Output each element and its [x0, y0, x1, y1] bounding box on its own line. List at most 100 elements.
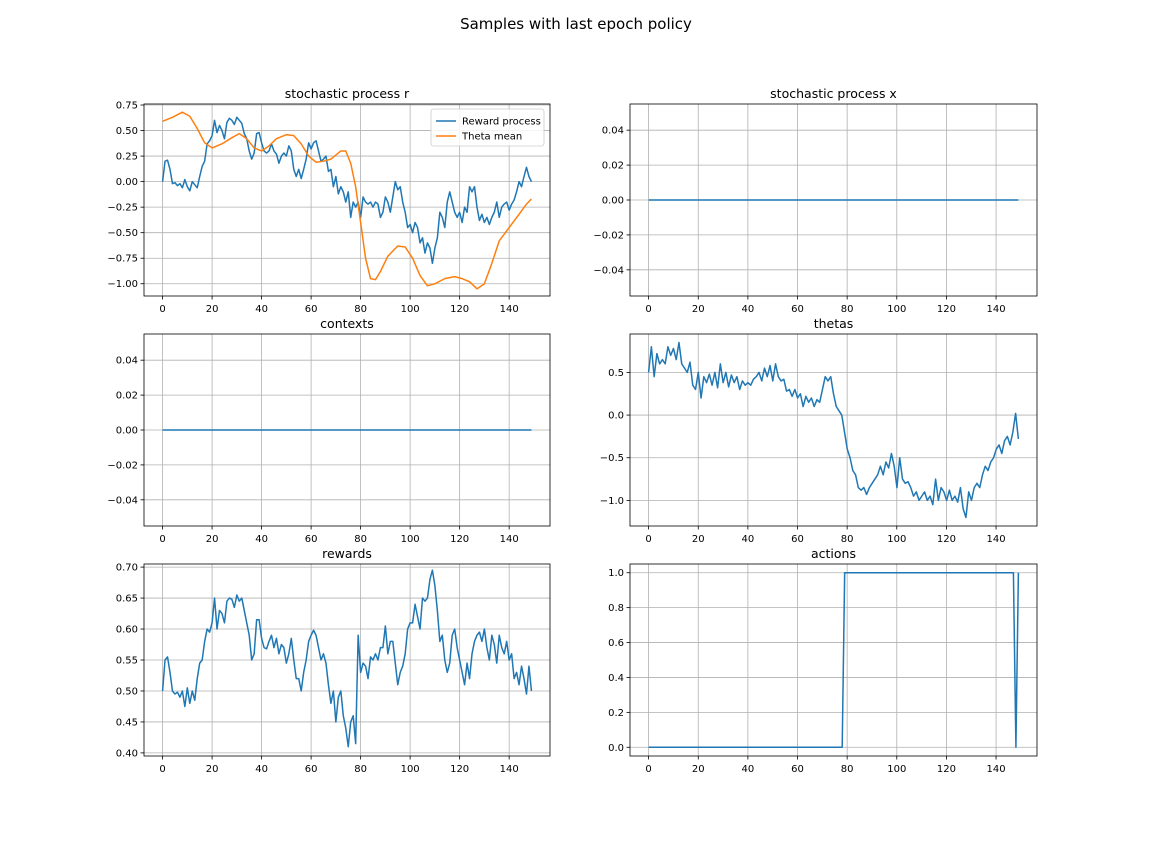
- series-line-1: [647, 341, 1020, 519]
- x-tick-label: 20: [206, 764, 219, 775]
- legend-label: Theta mean: [461, 132, 522, 143]
- y-tick-label: −0.25: [107, 203, 138, 214]
- y-tick-label: 0.02: [116, 391, 138, 402]
- x-tick-label: 20: [206, 304, 219, 315]
- axes-frame: [629, 563, 1038, 757]
- x-tick-label: 20: [692, 764, 705, 775]
- x-tick-label: 100: [401, 764, 420, 775]
- y-tick-label: 0.04: [602, 126, 624, 137]
- y-tick-label: 0.65: [116, 594, 138, 605]
- x-tick-label: 100: [887, 304, 906, 315]
- y-tick-label: −1.00: [107, 279, 138, 290]
- y-tick-label: 0.2: [608, 708, 624, 719]
- y-tick-label: 0.04: [116, 356, 138, 367]
- y-tick-label: 0.02: [602, 161, 624, 172]
- subplot-title: stochastic process x: [770, 86, 897, 101]
- y-tick-label: 0.70: [116, 563, 138, 574]
- y-tick-label: −1.0: [600, 496, 624, 507]
- x-tick-label: 40: [255, 534, 268, 545]
- y-tick-label: −0.04: [107, 495, 138, 506]
- y-tick-label: 0.45: [116, 717, 138, 728]
- subplot-title: stochastic process r: [285, 86, 410, 101]
- y-tick-label: −0.02: [593, 230, 624, 241]
- y-tick-label: 0.60: [116, 625, 138, 636]
- x-tick-label: 140: [500, 534, 519, 545]
- x-tick-label: 40: [742, 304, 755, 315]
- y-tick-label: 0.8: [608, 603, 624, 614]
- y-tick-label: 0.25: [116, 152, 138, 163]
- y-tick-label: 0.55: [116, 656, 138, 667]
- x-tick-label: 40: [742, 534, 755, 545]
- x-tick-label: 0: [159, 304, 165, 315]
- y-tick-label: −0.04: [593, 265, 624, 276]
- x-tick-label: 20: [692, 304, 705, 315]
- y-tick-label: 1.0: [608, 568, 624, 579]
- x-tick-label: 140: [500, 764, 519, 775]
- axes-frame: [143, 103, 551, 297]
- x-tick-label: 0: [159, 764, 165, 775]
- x-tick-label: 120: [937, 764, 956, 775]
- x-tick-label: 80: [354, 534, 367, 545]
- figure-suptitle: Samples with last epoch policy: [460, 15, 692, 33]
- x-tick-label: 140: [500, 304, 519, 315]
- x-tick-label: 0: [645, 534, 651, 545]
- x-tick-label: 120: [450, 764, 469, 775]
- x-tick-label: 100: [401, 304, 420, 315]
- y-tick-label: 0.00: [116, 426, 138, 437]
- y-tick-label: 0.50: [116, 126, 138, 137]
- x-tick-label: 140: [987, 534, 1006, 545]
- subplot-title: thetas: [814, 316, 854, 331]
- subplot-title: actions: [811, 546, 856, 561]
- x-tick-label: 40: [255, 304, 268, 315]
- y-tick-label: 0.6: [608, 638, 624, 649]
- subplot-title: contexts: [320, 316, 374, 331]
- x-tick-label: 20: [692, 534, 705, 545]
- x-tick-label: 60: [305, 534, 318, 545]
- x-tick-label: 140: [987, 304, 1006, 315]
- y-tick-label: 0.40: [116, 748, 138, 759]
- y-tick-label: 0.4: [608, 673, 624, 684]
- x-tick-label: 120: [450, 304, 469, 315]
- legend-label: Reward process: [462, 117, 541, 128]
- x-tick-label: 60: [791, 304, 804, 315]
- x-tick-label: 0: [645, 764, 651, 775]
- x-tick-label: 80: [354, 304, 367, 315]
- y-tick-label: 0.0: [608, 411, 624, 422]
- x-tick-label: 60: [305, 764, 318, 775]
- y-tick-label: 0.75: [116, 101, 138, 112]
- y-tick-label: 0.0: [608, 743, 624, 754]
- x-tick-label: 100: [887, 534, 906, 545]
- y-tick-label: −0.5: [600, 453, 624, 464]
- x-tick-label: 100: [887, 764, 906, 775]
- x-tick-label: 0: [159, 534, 165, 545]
- series-line-1: [161, 569, 533, 748]
- y-tick-label: 0.00: [602, 196, 624, 207]
- series-line-1: [161, 116, 533, 265]
- subplot-x: 0 20 40 60 80 100 120 140 −0.04 −0.02 0.00 0.02 0.04…: [593, 86, 1038, 315]
- x-tick-label: 80: [354, 764, 367, 775]
- series-line-2: [162, 111, 532, 290]
- x-tick-label: 120: [450, 534, 469, 545]
- x-tick-label: 80: [841, 534, 854, 545]
- x-tick-label: 40: [255, 764, 268, 775]
- subplot-actions: 0 20 40 60 80 100 120 140 0.0 0.2 0.4 0.6 0.8 1.0 acti…: [608, 546, 1038, 775]
- x-tick-label: 20: [206, 534, 219, 545]
- legend: Reward process Theta mean: [430, 108, 545, 147]
- subplot-thetas: 0 20 40 60 80 100 120 140 −1.0 −0.5 0.0 0.5 thetas: [600, 316, 1038, 545]
- x-tick-label: 40: [742, 764, 755, 775]
- x-tick-label: 60: [305, 304, 318, 315]
- y-tick-label: −0.75: [107, 254, 138, 265]
- x-tick-label: 80: [841, 304, 854, 315]
- subplot-grid: 0 20 40 60 80 100 120 140−1.00−0.75−0.50−0.250.…: [107, 86, 1038, 775]
- series-line-1: [648, 571, 1020, 749]
- legend-frame: [430, 108, 545, 147]
- y-tick-label: 0.00: [116, 177, 138, 188]
- x-tick-label: 60: [791, 534, 804, 545]
- x-tick-label: 140: [987, 764, 1006, 775]
- y-tick-label: 0.50: [116, 686, 138, 697]
- y-tick-label: −0.50: [107, 228, 138, 239]
- subplot-r: 0 20 40 60 80 100 120 140 −1.00 −0.75 −0.50 −0.25 0.…: [107, 86, 551, 315]
- subplot-rewards: 0 20 40 60 80 100 120 140 0.40 0.45 0.50 0.55 0.60 0.…: [116, 546, 551, 775]
- x-tick-label: 80: [841, 764, 854, 775]
